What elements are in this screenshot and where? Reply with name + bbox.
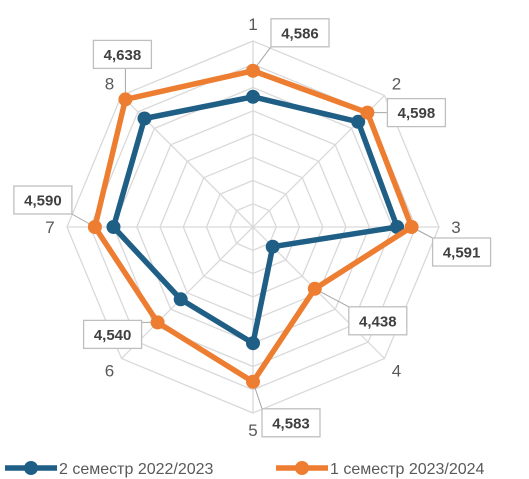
data-label: 4,638 <box>92 39 153 70</box>
series-1 <box>106 89 405 351</box>
data-point <box>118 92 133 107</box>
data-point <box>173 292 188 307</box>
data-point <box>137 111 152 126</box>
legend-item-2: 1 семестр 2023/2024 <box>276 461 485 478</box>
data-label-text: 4,590 <box>24 193 62 210</box>
legend-label: 2 семестр 2022/2023 <box>59 461 214 478</box>
data-label-text: 4,586 <box>281 25 319 42</box>
data-point <box>360 105 375 120</box>
data-label: 4,591 <box>431 237 492 267</box>
axis-label-7: 7 <box>45 218 54 237</box>
axis-label-1: 1 <box>248 15 257 34</box>
grid-spoke <box>121 226 254 359</box>
data-point <box>106 220 121 234</box>
data-label: 4,590 <box>13 185 73 215</box>
axis-labels: 1 2 3 4 5 6 7 8 <box>45 15 460 440</box>
axis-label-6: 6 <box>105 362 114 381</box>
data-label-text: 4,638 <box>104 47 142 64</box>
axis-label-2: 2 <box>392 75 401 94</box>
data-label-box <box>92 39 153 70</box>
data-point <box>351 114 366 129</box>
data-point <box>390 220 405 234</box>
data-labels: 4,586 4,598 4,591 4,438 4,583 4,540 4,590 4,638 <box>13 18 492 438</box>
data-point <box>404 220 419 234</box>
axis-label-5: 5 <box>248 421 257 440</box>
data-label-text: 4,591 <box>443 245 481 262</box>
data-label: 4,586 <box>270 18 330 48</box>
data-label: 4,583 <box>261 408 321 438</box>
data-label-box <box>431 237 492 267</box>
data-label-box <box>348 306 408 336</box>
data-point <box>307 281 322 296</box>
axis-label-8: 8 <box>105 75 114 94</box>
series-layer <box>87 63 419 389</box>
data-label-text: 4,583 <box>272 415 310 432</box>
axis-label-3: 3 <box>451 218 460 237</box>
data-point <box>246 63 260 78</box>
legend-marker <box>295 461 309 475</box>
data-label-box <box>82 319 143 350</box>
data-point <box>150 315 165 330</box>
data-label: 4,540 <box>82 319 143 350</box>
legend-label: 1 семестр 2023/2024 <box>330 461 485 478</box>
data-label-text: 4,540 <box>94 327 132 344</box>
data-label-box <box>270 18 330 48</box>
legend-item-1: 2 семестр 2022/2023 <box>5 461 214 478</box>
data-label-box <box>13 185 73 215</box>
data-label-box <box>261 408 321 438</box>
data-label-box <box>386 97 447 128</box>
series-2 <box>87 63 419 389</box>
axis-label-4: 4 <box>392 362 401 381</box>
data-point <box>246 89 260 104</box>
data-label-text: 4,438 <box>359 313 397 330</box>
data-point <box>246 374 260 389</box>
data-label: 4,598 <box>386 97 447 128</box>
data-point <box>87 220 102 234</box>
data-label-text: 4,598 <box>398 105 436 122</box>
data-label: 4,438 <box>348 306 408 336</box>
data-point <box>246 336 260 351</box>
legend-marker <box>24 461 38 475</box>
data-point <box>265 239 280 254</box>
legend: 2 семестр 2022/2023 1 семестр 2023/2024 <box>5 461 485 478</box>
